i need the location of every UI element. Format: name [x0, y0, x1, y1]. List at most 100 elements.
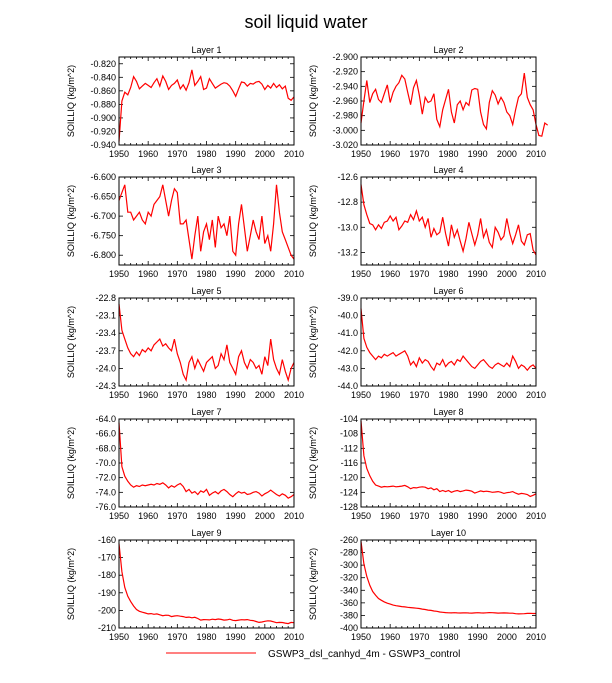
- panel-layer-5: Layer 5 SOILLIQ (kg/m^2) -24.3 -24.0 -23.7 -2…: [66, 286, 304, 400]
- legend-label: GSWP3_dsl_canhyd_4m - GSWP3_control: [268, 649, 460, 660]
- series-line: [118, 184, 295, 260]
- x-tick-label: 1990: [468, 632, 488, 642]
- y-tick-label: -0.840: [90, 72, 116, 82]
- y-tick-label: -210: [98, 623, 116, 633]
- x-tick-label: 2000: [255, 149, 275, 159]
- x-tick-label: 1980: [196, 269, 216, 279]
- y-tick-label: -116: [341, 458, 358, 468]
- panel-layer-2: Layer 2 SOILLIQ (kg/m^2) -3.020 -3.000 -2.98…: [308, 45, 549, 159]
- y-tick-label: -2.900: [332, 52, 358, 62]
- y-tick-label: -42.0: [337, 346, 358, 356]
- x-tick-label: 1980: [438, 390, 458, 400]
- plot-frame: [360, 418, 537, 508]
- x-tick-label: 1980: [196, 149, 216, 159]
- x-tick-label: 1980: [438, 632, 458, 642]
- y-axis-label: SOILLIQ (kg/m^2): [66, 306, 76, 378]
- y-tick-label: -6.700: [90, 211, 116, 221]
- panel-layer-1: Layer 1 SOILLIQ (kg/m^2) -0.940 -0.920 -0.90…: [66, 45, 304, 159]
- x-tick-label: 1970: [167, 390, 187, 400]
- panel-title: Layer 7: [191, 407, 221, 417]
- x-tick-label: 1970: [167, 632, 187, 642]
- y-axis-label: SOILLIQ (kg/m^2): [66, 548, 76, 620]
- x-tick-label: 1980: [438, 149, 458, 159]
- plot-frame: [360, 539, 537, 629]
- y-tick-label: -112: [341, 443, 358, 453]
- y-tick-label: -360: [340, 598, 358, 608]
- y-tick-label: -13.2: [337, 247, 358, 257]
- y-tick-label: -108: [340, 429, 358, 439]
- panel-title: Layer 10: [431, 528, 466, 538]
- y-tick-label: -180: [98, 570, 116, 580]
- y-axis-label: SOILLIQ (kg/m^2): [66, 65, 76, 137]
- panel-layer-7: Layer 7 SOILLIQ (kg/m^2) -76.0 -74.0 -72.0 -7…: [66, 407, 304, 521]
- x-tick-label: 1970: [167, 511, 187, 521]
- panel-layer-3: Layer 3 SOILLIQ (kg/m^2) -6.800 -6.750 -6.70…: [66, 165, 304, 279]
- series-line: [118, 69, 295, 142]
- x-tick-label: 2000: [255, 269, 275, 279]
- plot-frame: [360, 176, 537, 266]
- y-tick-label: -24.0: [95, 363, 116, 373]
- y-tick-label: -68.0: [95, 443, 116, 453]
- y-tick-label: -2.980: [332, 111, 358, 121]
- x-tick-label: 1970: [409, 269, 429, 279]
- x-tick-label: 1990: [226, 511, 246, 521]
- legend: GSWP3_dsl_canhyd_4m - GSWP3_control: [166, 649, 460, 660]
- x-tick-label: 1990: [468, 511, 488, 521]
- y-axis-label: SOILLIQ (kg/m^2): [308, 548, 318, 620]
- y-tick-label: -12.6: [337, 172, 358, 182]
- plot-frame: [360, 297, 537, 387]
- x-tick-label: 1960: [380, 269, 400, 279]
- y-tick-label: -340: [340, 585, 358, 595]
- y-tick-label: -3.020: [332, 140, 358, 150]
- series-line: [118, 303, 295, 383]
- x-tick-label: 2010: [284, 390, 304, 400]
- y-tick-label: -160: [98, 535, 116, 545]
- y-tick-label: -0.820: [90, 59, 116, 69]
- y-tick-label: -128: [340, 502, 358, 512]
- series-line: [360, 73, 549, 137]
- y-tick-label: -2.920: [332, 67, 358, 77]
- x-tick-label: 2000: [497, 149, 517, 159]
- figure-title: soil liquid water: [244, 12, 367, 32]
- x-tick-label: 2010: [526, 632, 546, 642]
- y-tick-label: -0.920: [90, 126, 116, 136]
- panel-title: Layer 4: [433, 165, 463, 175]
- y-tick-label: -6.650: [90, 192, 116, 202]
- y-tick-label: -300: [340, 560, 358, 570]
- x-tick-label: 1970: [409, 632, 429, 642]
- x-tick-label: 1990: [468, 149, 488, 159]
- panel-layer-6: Layer 6 SOILLIQ (kg/m^2) -44.0 -43.0 -42.0 -4…: [308, 286, 546, 400]
- x-tick-label: 2010: [526, 269, 546, 279]
- y-tick-label: -120: [340, 473, 358, 483]
- y-tick-label: -2.960: [332, 96, 358, 106]
- y-tick-label: -44.0: [337, 381, 358, 391]
- x-tick-label: 1990: [468, 269, 488, 279]
- x-tick-label: 1990: [226, 269, 246, 279]
- x-tick-label: 1980: [438, 269, 458, 279]
- y-tick-label: -0.900: [90, 113, 116, 123]
- x-tick-label: 1960: [138, 390, 158, 400]
- x-tick-label: 1970: [409, 511, 429, 521]
- x-tick-label: 1950: [351, 511, 371, 521]
- y-tick-label: -23.1: [95, 311, 116, 321]
- x-tick-label: 1960: [380, 390, 400, 400]
- y-tick-label: -40.0: [337, 311, 358, 321]
- y-tick-label: -12.8: [337, 197, 358, 207]
- x-tick-label: 1960: [380, 149, 400, 159]
- y-tick-label: -3.000: [332, 125, 358, 135]
- x-tick-label: 1950: [351, 269, 371, 279]
- x-tick-label: 1950: [109, 632, 129, 642]
- x-tick-label: 1950: [109, 269, 129, 279]
- y-tick-label: -23.4: [95, 328, 116, 338]
- x-tick-label: 1960: [380, 632, 400, 642]
- y-tick-label: -280: [340, 548, 358, 558]
- y-tick-label: -70.0: [95, 458, 116, 468]
- panel-title: Layer 8: [433, 407, 463, 417]
- y-tick-label: -6.750: [90, 231, 116, 241]
- y-tick-label: -2.940: [332, 81, 358, 91]
- y-tick-label: -0.860: [90, 86, 116, 96]
- y-tick-label: -0.940: [90, 140, 116, 150]
- x-tick-label: 2010: [284, 632, 304, 642]
- y-tick-label: -190: [98, 588, 116, 598]
- y-tick-label: -76.0: [95, 502, 116, 512]
